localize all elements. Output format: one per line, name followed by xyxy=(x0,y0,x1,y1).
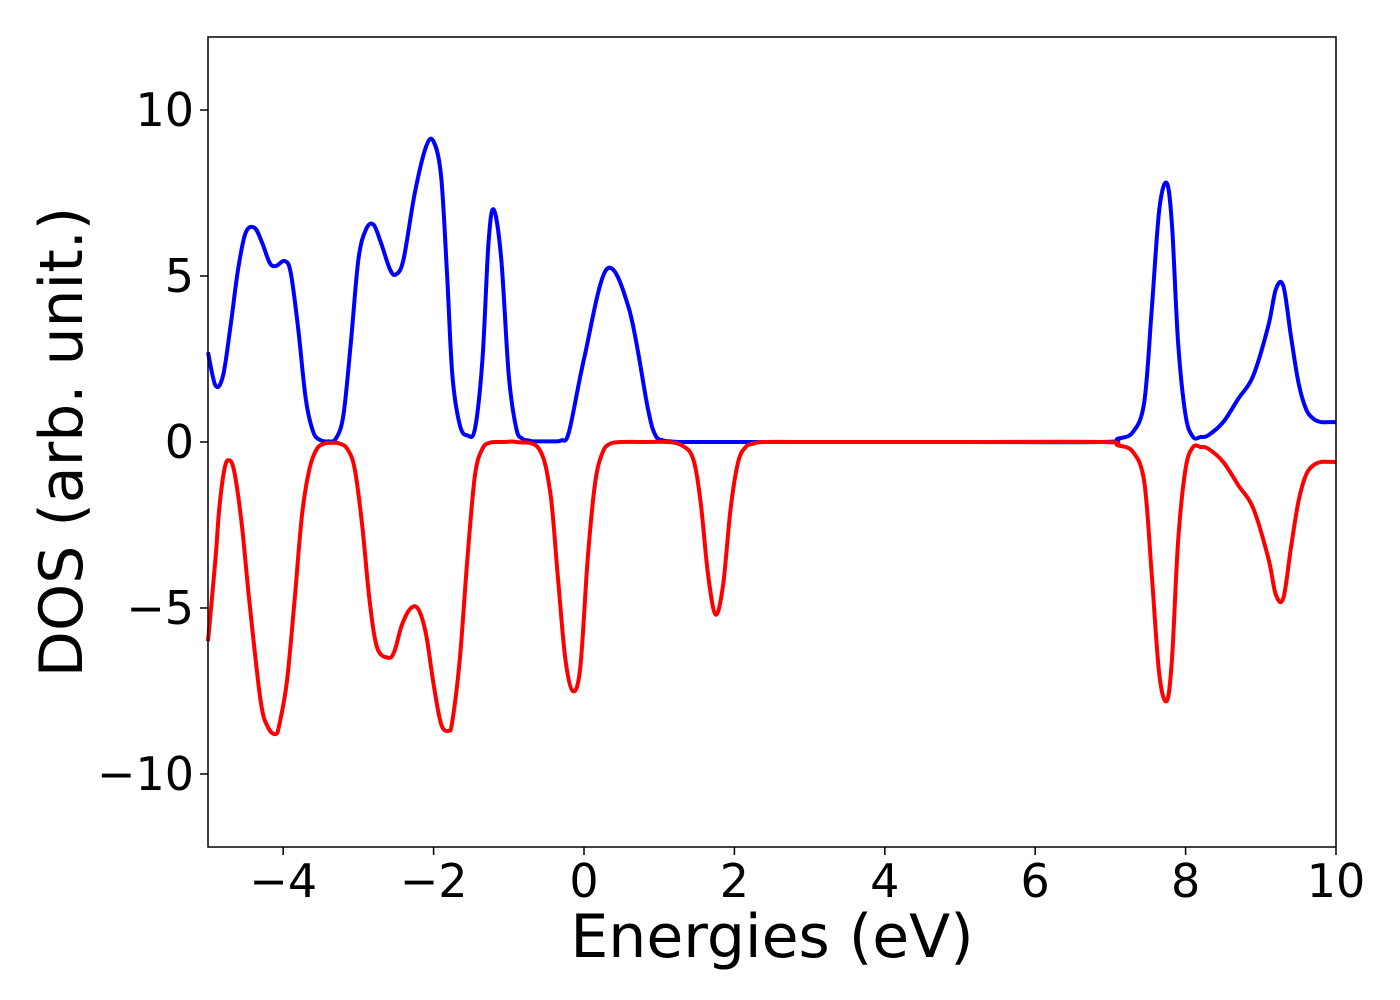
x-axis-title: Energies (eV) xyxy=(570,902,973,972)
series-line-down xyxy=(206,439,1336,737)
y-tick-label: 5 xyxy=(165,249,194,303)
x-axis-ticks: −4 −2 0 2 4 6 8 10 xyxy=(249,847,1365,908)
x-tick-label: 2 xyxy=(720,854,749,908)
x-tick-label: 8 xyxy=(1171,854,1200,908)
x-tick-label: −2 xyxy=(400,854,468,908)
x-tick-label: 4 xyxy=(870,854,899,908)
y-tick-label: −10 xyxy=(97,747,194,801)
x-tick-label: 10 xyxy=(1307,854,1366,908)
x-tick-label: 6 xyxy=(1021,854,1050,908)
y-axis-ticks: −10 −5 0 5 10 xyxy=(97,83,208,801)
y-tick-label: −5 xyxy=(126,581,194,635)
y-tick-label: 0 xyxy=(165,415,194,469)
y-axis-title: DOS (arb. unit.) xyxy=(27,207,97,677)
x-tick-label: −4 xyxy=(249,854,317,908)
x-tick-label: 0 xyxy=(569,854,598,908)
y-tick-label: 10 xyxy=(135,83,194,137)
series-layer xyxy=(206,136,1336,737)
